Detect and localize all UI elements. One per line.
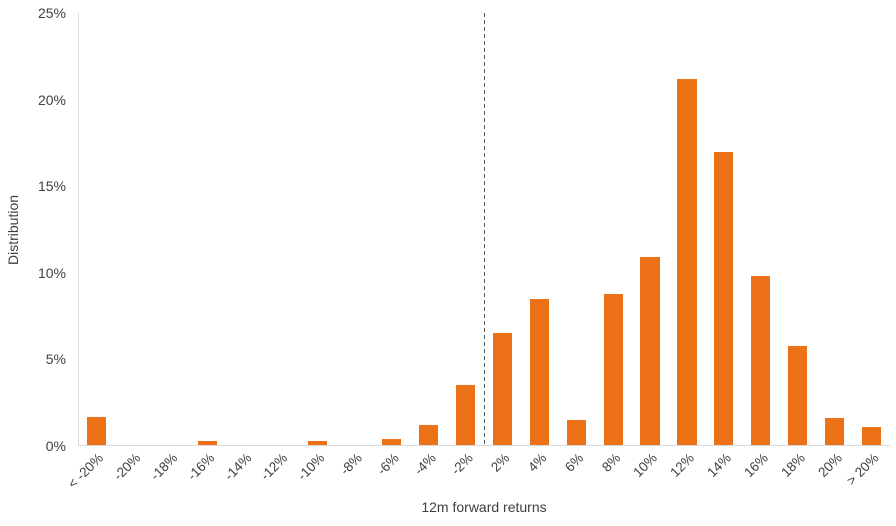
bar-4% xyxy=(529,298,549,446)
bar-20% xyxy=(824,418,845,446)
bar-slot xyxy=(779,13,816,446)
bar-10% xyxy=(640,257,660,446)
x-tick-label--10%: -10% xyxy=(294,450,328,484)
bar-16% xyxy=(751,276,771,446)
bar-18% xyxy=(788,345,808,446)
x-tick-label-16%: 16% xyxy=(740,450,771,481)
x-tick-label--20%: -20% xyxy=(110,450,144,484)
bar-slot xyxy=(447,13,484,446)
bar-slot xyxy=(816,13,853,446)
bar-slot xyxy=(484,13,521,446)
y-tick-label-10%: 10% xyxy=(37,264,66,281)
y-tick-label-5%: 5% xyxy=(45,351,66,368)
bar-slot xyxy=(742,13,779,446)
bar-slot xyxy=(299,13,336,446)
x-tick-label--6%: -6% xyxy=(374,450,402,478)
y-tick-label-0%: 0% xyxy=(45,438,66,454)
bar-slot xyxy=(595,13,632,446)
y-tick-label-20%: 20% xyxy=(37,91,66,108)
x-tick-label-< -20%: < -20% xyxy=(65,450,107,492)
x-tick-label-20%: 20% xyxy=(814,450,845,481)
x-tick-label-12%: 12% xyxy=(667,450,697,481)
plot-area xyxy=(78,13,890,446)
bar-slot xyxy=(632,13,669,446)
bar-> 20% xyxy=(861,426,882,446)
bar-slot xyxy=(410,13,447,446)
x-tick-label--8%: -8% xyxy=(337,450,365,478)
x-tick-label-18%: 18% xyxy=(777,450,808,481)
x-tick-label-6%: 6% xyxy=(561,450,587,475)
bar-slot xyxy=(189,13,226,446)
y-tick-label-15%: 15% xyxy=(37,178,66,195)
bar-slot xyxy=(373,13,410,446)
x-axis-title: 12m forward returns xyxy=(421,499,547,515)
bar--4% xyxy=(419,425,439,446)
x-tick-label-8%: 8% xyxy=(598,450,624,475)
x-tick-label-10%: 10% xyxy=(630,450,660,481)
bar--6% xyxy=(382,439,402,446)
bar--2% xyxy=(455,385,476,446)
bar-slot xyxy=(78,13,115,446)
x-tick-label-> 20%: > 20% xyxy=(843,450,882,489)
bar-slot xyxy=(521,13,558,446)
bars xyxy=(78,13,890,446)
bar-slot xyxy=(263,13,300,446)
x-tick-label-2%: 2% xyxy=(487,450,513,475)
y-tick-label-25%: 25% xyxy=(37,5,66,21)
x-tick-label--16%: -16% xyxy=(184,450,218,484)
bar-6% xyxy=(566,420,586,446)
x-tick-label--2%: -2% xyxy=(447,450,476,478)
x-tick-label-4%: 4% xyxy=(524,450,550,475)
x-axis-line xyxy=(78,445,890,446)
bar-slot xyxy=(152,13,189,446)
bar-2% xyxy=(492,333,513,446)
bar-14% xyxy=(714,151,734,446)
bar-slot xyxy=(336,13,373,446)
x-tick-label-14%: 14% xyxy=(704,450,734,481)
bar-slot xyxy=(853,13,890,446)
bar-slot xyxy=(705,13,742,446)
x-tick-label--14%: -14% xyxy=(221,450,254,484)
bar-slot xyxy=(115,13,152,446)
zero-reference-line xyxy=(484,13,485,446)
bar-slot xyxy=(669,13,706,446)
bar-8% xyxy=(603,293,623,446)
y-axis-tick-labels: 0% 5% 10% 15% 20% 25% xyxy=(0,6,70,453)
bar--10% xyxy=(308,440,328,446)
bar-slot xyxy=(558,13,595,446)
x-tick-label--18%: -18% xyxy=(147,450,181,484)
bar-slot xyxy=(226,13,263,446)
bar-< -20% xyxy=(86,416,107,446)
bar--16% xyxy=(197,440,217,446)
bar-12% xyxy=(677,78,697,446)
x-tick-label--4%: -4% xyxy=(410,450,439,478)
y-axis-line xyxy=(78,13,79,446)
x-tick-label--12%: -12% xyxy=(258,450,291,484)
